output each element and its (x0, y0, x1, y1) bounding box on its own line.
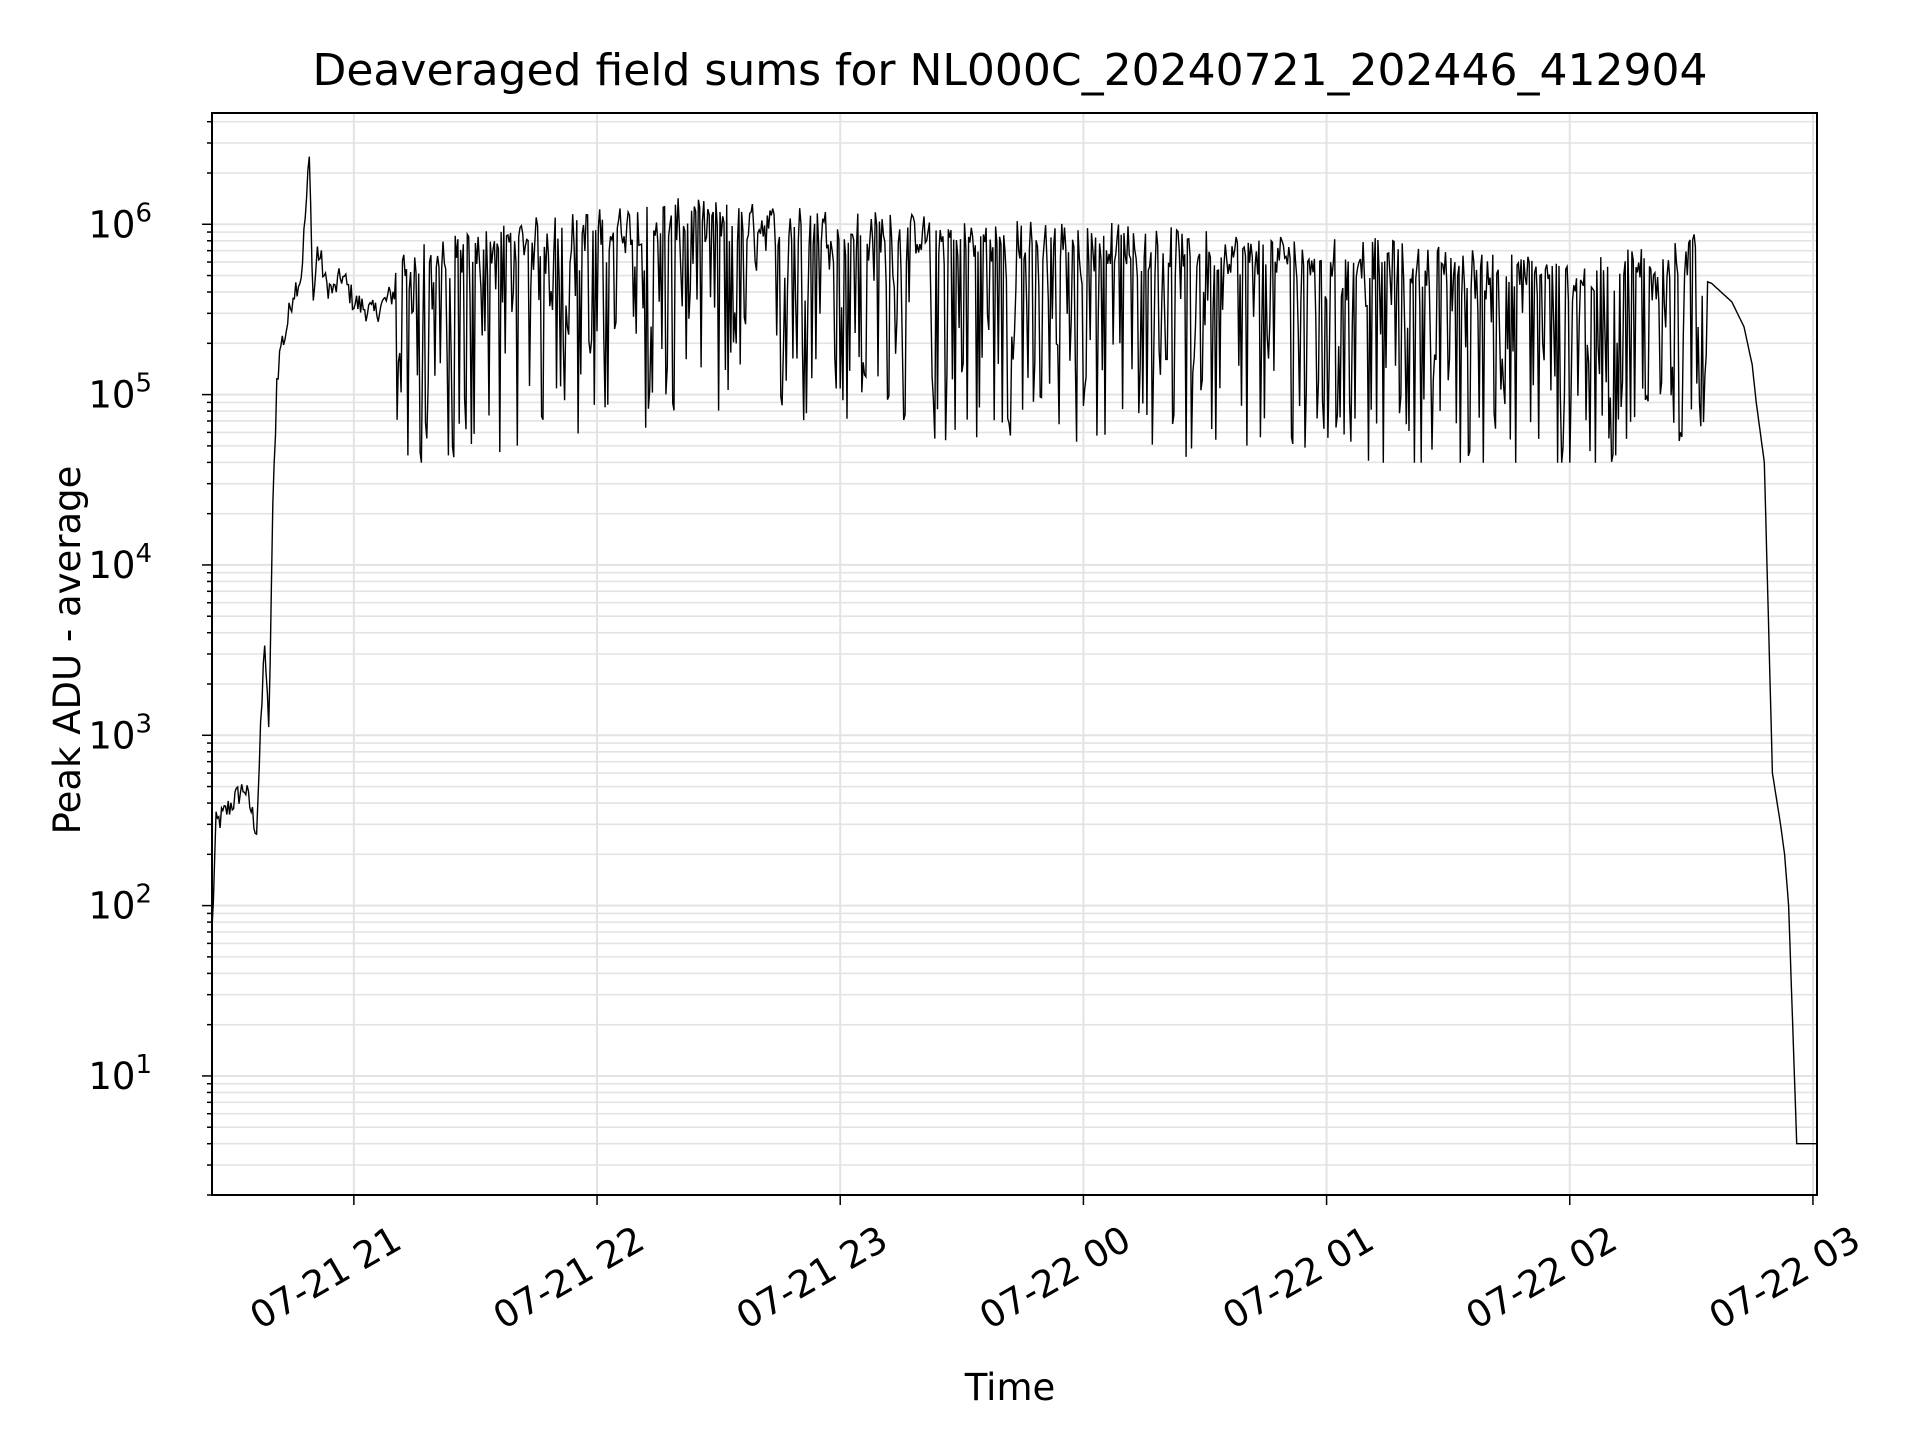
x-tick-label: 07-21 21 (243, 1218, 409, 1338)
y-tick-label: 102 (88, 880, 152, 928)
y-tick-label-base: 10 (88, 714, 135, 757)
y-tick-label: 105 (88, 369, 152, 417)
y-tick-label-base: 10 (88, 1055, 135, 1098)
y-tick-label-exponent: 5 (135, 369, 152, 399)
y-tick-label-base: 10 (88, 374, 135, 417)
y-tick-label-exponent: 1 (135, 1050, 152, 1080)
y-tick-label-base: 10 (88, 544, 135, 587)
x-tick-label: 07-22 00 (972, 1218, 1138, 1338)
x-tick-label: 07-21 22 (486, 1218, 652, 1338)
y-tick-label-exponent: 6 (135, 198, 152, 228)
y-tick-label: 103 (88, 709, 152, 757)
y-tick-label-exponent: 3 (135, 709, 152, 739)
x-tick-label: 07-22 03 (1702, 1218, 1868, 1338)
peak-adu-series-line (211, 156, 1817, 1145)
y-tick-label-base: 10 (88, 203, 135, 246)
y-tick-label-base: 10 (88, 885, 135, 928)
y-tick-label: 106 (88, 198, 152, 246)
x-tick-label: 07-21 23 (729, 1218, 895, 1338)
x-axis-label: Time (964, 1366, 1056, 1409)
y-tick-label: 104 (88, 539, 152, 587)
chart-title: Deaveraged field sums for NL000C_2024072… (312, 45, 1707, 96)
y-tick-label: 101 (88, 1050, 152, 1098)
y-tick-label-exponent: 4 (135, 539, 152, 569)
y-tick-label-exponent: 2 (135, 880, 152, 910)
x-tick-label: 07-22 02 (1459, 1218, 1625, 1338)
y-axis-label: Peak ADU - average (46, 466, 89, 835)
grid-layer (212, 113, 1817, 1196)
x-tick-label: 07-22 01 (1216, 1218, 1382, 1338)
